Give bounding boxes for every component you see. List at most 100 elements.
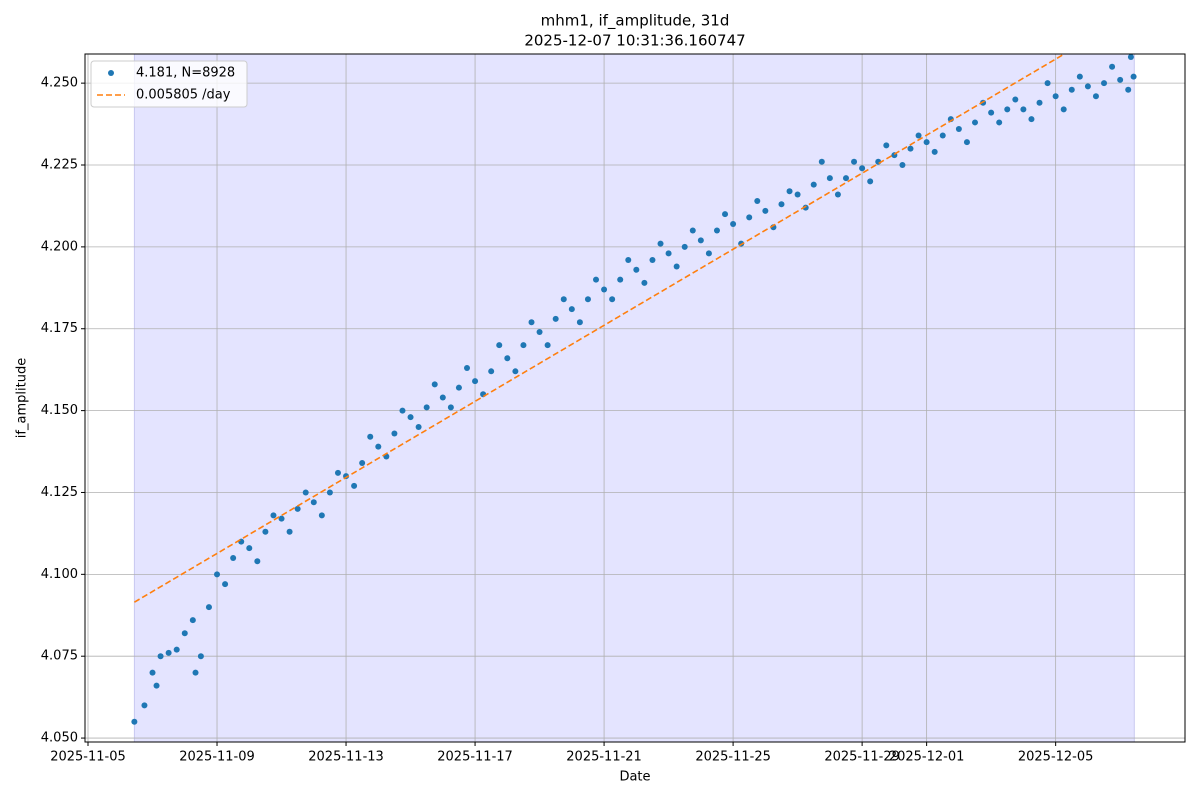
- point: [375, 443, 382, 450]
- point: [254, 558, 261, 565]
- point: [972, 119, 979, 126]
- point: [496, 342, 503, 349]
- point: [326, 489, 333, 496]
- x-tick-label: 2025-11-13: [308, 750, 384, 765]
- point: [802, 204, 809, 211]
- point: [1101, 80, 1108, 87]
- point: [222, 581, 229, 588]
- point: [560, 296, 567, 303]
- point: [407, 414, 414, 421]
- x-tick-label: 2025-11-05: [50, 750, 126, 765]
- plot-area: [131, 54, 1137, 725]
- point: [1004, 106, 1011, 113]
- point: [867, 178, 874, 185]
- point: [391, 430, 398, 437]
- point: [552, 315, 559, 322]
- point: [625, 256, 632, 263]
- y-tick-label: 4.075: [41, 649, 78, 664]
- point: [1060, 106, 1067, 113]
- point: [318, 512, 325, 519]
- point: [818, 158, 825, 165]
- x-tick-label: 2025-12-05: [1018, 750, 1094, 765]
- point: [939, 132, 946, 139]
- point: [657, 240, 664, 247]
- y-tick-label: 4.100: [41, 567, 78, 582]
- point: [584, 296, 591, 303]
- point: [697, 237, 704, 244]
- x-tick-label: 2025-11-29: [824, 750, 900, 765]
- point: [415, 423, 422, 430]
- point: [617, 276, 624, 283]
- point: [334, 469, 341, 476]
- x-tick-label: 2025-11-25: [695, 750, 771, 765]
- x-tick-label: 2025-11-17: [437, 750, 513, 765]
- legend-box: [90, 60, 248, 108]
- point: [576, 319, 583, 326]
- point: [923, 139, 930, 146]
- x-tick-label: 2025-11-21: [566, 750, 642, 765]
- point: [189, 617, 196, 624]
- point: [963, 139, 970, 146]
- point: [746, 214, 753, 221]
- point: [431, 381, 438, 388]
- point: [681, 243, 688, 250]
- point: [1127, 54, 1134, 60]
- point: [1036, 99, 1043, 106]
- axes-frame: [84, 53, 1186, 743]
- point: [205, 604, 212, 611]
- point: [1117, 76, 1124, 83]
- point: [851, 158, 858, 165]
- point: [359, 460, 366, 467]
- point: [1092, 93, 1099, 100]
- point: [826, 175, 833, 182]
- point: [713, 227, 720, 234]
- point: [1044, 80, 1051, 87]
- point: [649, 256, 656, 263]
- point: [528, 319, 535, 326]
- y-tick-label: 4.175: [41, 321, 78, 336]
- point: [1076, 73, 1083, 80]
- point: [1109, 63, 1116, 70]
- point: [262, 528, 269, 535]
- chart-title: mhm1, if_amplitude, 31d: [541, 12, 730, 31]
- point: [270, 512, 277, 519]
- point: [367, 433, 374, 440]
- point: [181, 630, 188, 637]
- fit-line: [133, 54, 1066, 603]
- point: [423, 404, 430, 411]
- point: [149, 669, 156, 676]
- point: [931, 148, 938, 155]
- point: [157, 653, 164, 660]
- point: [673, 263, 680, 270]
- point: [996, 119, 1003, 126]
- point: [197, 653, 204, 660]
- point: [512, 368, 519, 375]
- point: [1028, 116, 1035, 123]
- y-axis-label: if_amplitude: [15, 358, 30, 438]
- point: [842, 175, 849, 182]
- point: [173, 646, 180, 653]
- point: [544, 342, 551, 349]
- point: [302, 489, 309, 496]
- point: [278, 515, 285, 522]
- point: [351, 482, 358, 489]
- point: [447, 404, 454, 411]
- point: [165, 649, 172, 656]
- y-tick-label: 4.150: [41, 403, 78, 418]
- point: [794, 191, 801, 198]
- point: [883, 142, 890, 149]
- legend-swatch: [108, 70, 114, 76]
- point: [1020, 106, 1027, 113]
- point: [665, 250, 672, 257]
- point: [399, 407, 406, 414]
- point: [754, 198, 761, 205]
- point: [899, 162, 906, 169]
- point: [1130, 73, 1137, 80]
- point: [294, 505, 301, 512]
- point: [238, 538, 245, 545]
- point: [641, 279, 648, 286]
- point: [593, 276, 600, 283]
- point: [633, 266, 640, 273]
- x-axis-label: Date: [619, 770, 650, 785]
